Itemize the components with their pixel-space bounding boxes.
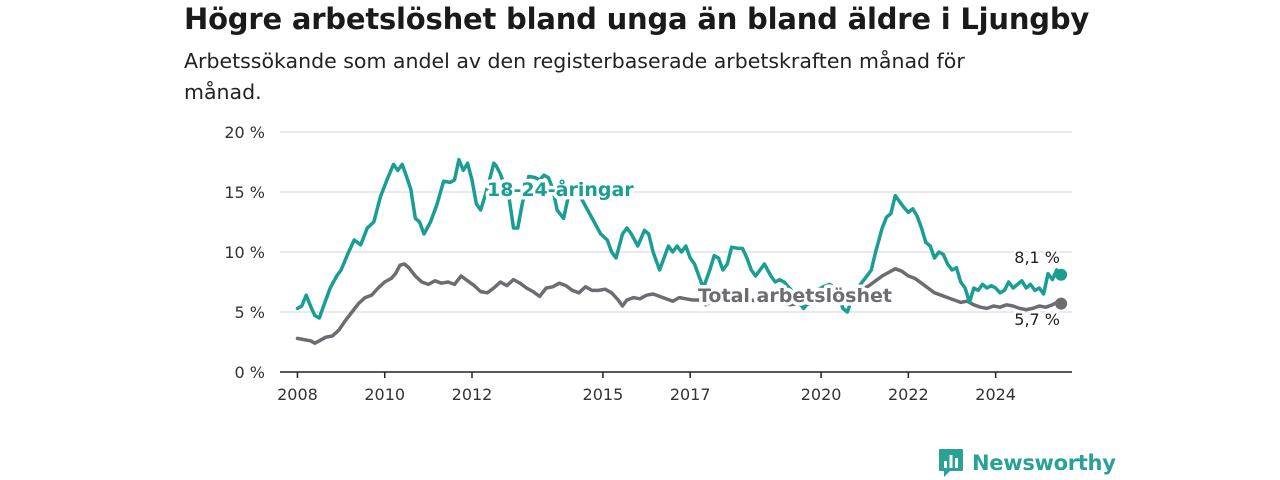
gridlines xyxy=(280,131,1072,313)
newsworthy-logo: Newsworthy xyxy=(938,448,1116,478)
x-axis: 2008 2010 2012 2015 2017 2020 2022 2024 xyxy=(277,371,1072,404)
y-tick-label: 10 % xyxy=(224,243,265,262)
y-axis: 0 % 5 % 10 % 15 % 20 % xyxy=(224,123,265,382)
brand-name: Newsworthy xyxy=(972,451,1116,475)
x-tick-label: 2012 xyxy=(452,385,493,404)
series-line-youth xyxy=(295,157,1063,320)
end-label-youth: 8,1 % xyxy=(1014,248,1060,267)
x-tick-label: 2022 xyxy=(888,385,929,404)
x-tick-label: 2024 xyxy=(975,385,1016,404)
y-tick-label: 20 % xyxy=(224,123,265,142)
series-labels: 18-24-åringar Total arbetslöshet 8,1 % 5,7 … xyxy=(484,174,1063,332)
series-line-total xyxy=(295,262,1063,345)
y-tick-label: 15 % xyxy=(224,183,265,202)
x-tick-label: 2010 xyxy=(364,385,405,404)
chart-title: Högre arbetslöshet bland unga än bland ä… xyxy=(184,2,1090,36)
y-tick-label: 0 % xyxy=(235,363,265,382)
x-tick-label: 2015 xyxy=(583,385,624,404)
y-tick-label: 5 % xyxy=(235,303,265,322)
end-label-total: 5,7 % xyxy=(1014,310,1060,329)
x-tick-label: 2008 xyxy=(277,385,318,404)
series-endpoint-youth xyxy=(1055,268,1068,281)
bar-chart-badge-icon xyxy=(939,449,963,477)
series-label-total: Total arbetslöshet xyxy=(698,285,892,307)
series-endpoint-total xyxy=(1055,297,1068,310)
chart-subtitle: Arbetssökande som andel av den registerb… xyxy=(184,49,965,104)
series-label-youth: 18-24-åringar xyxy=(487,177,634,201)
series-lines xyxy=(295,157,1068,345)
x-tick-label: 2020 xyxy=(801,385,842,404)
x-tick-label: 2017 xyxy=(670,385,711,404)
